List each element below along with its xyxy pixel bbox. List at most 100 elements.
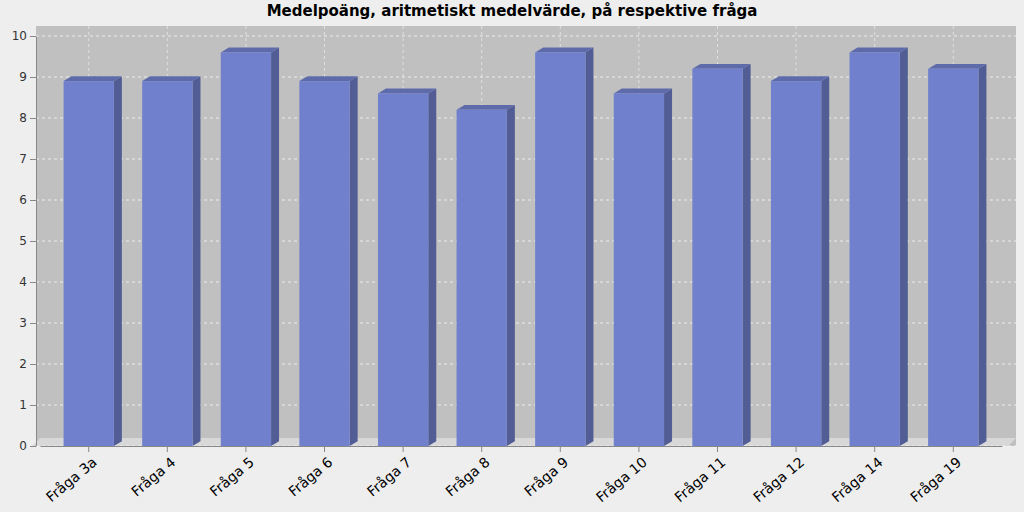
bar <box>457 110 507 446</box>
tick: 3 <box>19 316 36 330</box>
bar-top <box>850 48 908 53</box>
tick-label: Fråga 7 <box>364 454 414 500</box>
tick: Fråga 4 <box>128 446 178 500</box>
bar-top <box>378 89 436 94</box>
tick: Fråga 5 <box>207 446 257 500</box>
bar-side <box>664 89 672 446</box>
tick-mark <box>167 446 168 452</box>
tick-mark <box>638 446 639 452</box>
bar-top <box>142 76 200 81</box>
tick-mark <box>30 241 36 242</box>
tick-label: 2 <box>19 357 27 371</box>
bar <box>928 69 978 446</box>
tick-mark <box>30 323 36 324</box>
tick-label: Fråga 9 <box>521 454 571 500</box>
bar-top <box>535 48 593 53</box>
tick: 5 <box>19 234 36 248</box>
tick: Fråga 3a <box>43 446 100 505</box>
tick: 7 <box>19 152 36 166</box>
tick-label: 5 <box>19 234 27 248</box>
tick-label: 6 <box>19 193 27 207</box>
tick-mark <box>481 446 482 452</box>
tick-label: Fråga 6 <box>285 454 335 500</box>
tick: Fråga 11 <box>671 446 728 505</box>
tick-label: Fråga 3a <box>43 454 100 505</box>
bar <box>378 93 428 446</box>
bar-top <box>692 64 750 69</box>
bar-side <box>428 89 436 446</box>
tick-label: 7 <box>19 152 27 166</box>
tick: 10 <box>12 29 36 43</box>
tick: Fråga 10 <box>593 446 650 505</box>
tick-mark <box>953 446 954 452</box>
bar-top <box>64 76 122 81</box>
bar <box>142 81 192 446</box>
bar <box>221 52 271 446</box>
bar-top <box>614 89 672 94</box>
tick-mark <box>30 77 36 78</box>
tick: 8 <box>19 111 36 125</box>
tick: Fråga 9 <box>521 446 571 500</box>
tick: Fråga 6 <box>285 446 335 500</box>
bar-side <box>821 76 829 446</box>
tick-label: Fråga 10 <box>593 454 650 506</box>
bar-side <box>507 105 515 446</box>
tick: 6 <box>19 193 36 207</box>
tick-mark <box>796 446 797 452</box>
bar <box>614 93 664 446</box>
bar-side <box>192 76 200 446</box>
tick: 2 <box>19 357 36 371</box>
y-axis: 012345678910 <box>12 29 37 453</box>
tick-mark <box>30 118 36 119</box>
bar-side <box>350 76 358 446</box>
bar-top <box>299 76 357 81</box>
tick-label: Fråga 8 <box>443 454 493 500</box>
grid <box>36 26 1016 446</box>
bar-top <box>221 48 279 53</box>
tick-mark <box>560 446 561 452</box>
tick-label: Fråga 12 <box>750 454 807 506</box>
tick-mark <box>30 446 36 447</box>
axis-line <box>36 37 37 447</box>
tick-label: 4 <box>19 275 27 289</box>
title: Medelpoäng, aritmetiskt medelvärde, på r… <box>267 2 758 20</box>
bar-side <box>978 64 986 446</box>
tick: Fråga 12 <box>750 446 807 505</box>
bar-side <box>585 48 593 446</box>
bar <box>535 52 585 446</box>
tick-label: 9 <box>19 70 27 84</box>
tick-label: Fråga 5 <box>207 454 257 500</box>
tick: Fråga 14 <box>829 446 886 505</box>
tick: 4 <box>19 275 36 289</box>
tick-mark <box>30 159 36 160</box>
bar-top <box>771 76 829 81</box>
tick: Fråga 8 <box>443 446 493 500</box>
tick-label: 8 <box>19 111 27 125</box>
tick-mark <box>30 282 36 283</box>
tick-mark <box>245 446 246 452</box>
tick-mark <box>874 446 875 452</box>
axis-line <box>41 446 1003 447</box>
bar <box>64 81 114 446</box>
x-axis: Fråga 3a Fråga 4 Fråga 5 Fråga 6 Fråga 7 Fråg… <box>41 446 1003 505</box>
bars <box>64 48 987 446</box>
tick-mark <box>324 446 325 452</box>
bar <box>850 52 900 446</box>
tick-label: Fråga 4 <box>128 454 178 500</box>
bar-top <box>928 64 986 69</box>
tick-label: 1 <box>19 398 27 412</box>
tick-mark <box>403 446 404 452</box>
bar-side <box>743 64 751 446</box>
bar <box>299 81 349 446</box>
tick: Fråga 7 <box>364 446 414 500</box>
tick-mark <box>717 446 718 452</box>
tick-label: 10 <box>12 29 27 43</box>
tick-mark <box>30 364 36 365</box>
plot-area <box>36 26 1016 446</box>
tick-mark <box>88 446 89 452</box>
tick-label: Fråga 19 <box>907 454 964 506</box>
tick-mark <box>30 36 36 37</box>
bar-side <box>900 48 908 446</box>
tick-label: Fråga 11 <box>671 454 728 506</box>
tick: Fråga 19 <box>907 446 964 505</box>
